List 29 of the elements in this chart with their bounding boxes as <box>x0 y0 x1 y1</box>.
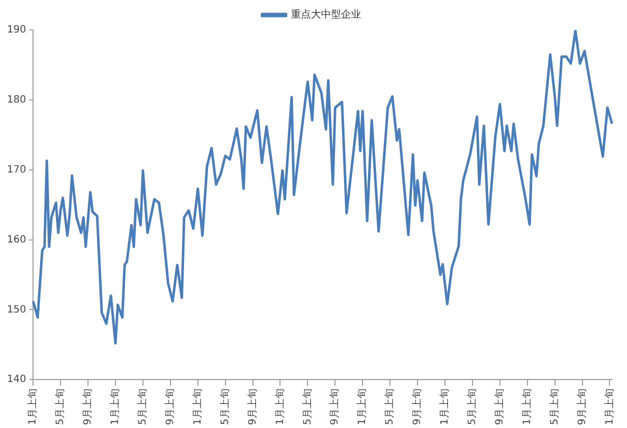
x-tick-label: 9月上旬 <box>411 388 424 426</box>
x-tick-label: 9月上旬 <box>246 388 258 426</box>
y-tick-label: 140 <box>6 374 26 386</box>
x-tick-label: 9月上旬 <box>328 388 341 426</box>
y-tick-label: 190 <box>6 24 26 36</box>
y-tick-label: 180 <box>6 94 26 106</box>
x-tick-label: 1月上旬 <box>520 388 533 426</box>
x-tick-label: 1月上旬 <box>438 388 451 426</box>
x-tick-label: 9月上旬 <box>164 388 176 426</box>
x-tick-label: 1月上旬 <box>191 388 204 426</box>
x-tick-label: 1月上旬 <box>109 388 122 426</box>
x-tick-label: 1月上旬 <box>274 388 286 426</box>
y-tick-label: 170 <box>6 164 26 176</box>
x-tick-label: 5月上旬 <box>54 388 66 426</box>
x-tick-label: 5月上旬 <box>301 388 314 426</box>
x-tick-label: 9月上旬 <box>82 388 94 426</box>
x-tick-label: 1月上旬 <box>356 388 368 426</box>
x-tick-label: 5月上旬 <box>384 388 396 426</box>
legend-label: 重点大中型企业 <box>291 8 361 21</box>
y-tick-label: 150 <box>6 304 26 316</box>
x-tick-label: 5月上旬 <box>466 388 478 426</box>
y-tick-label: 160 <box>6 234 26 246</box>
x-tick-label: 9月上旬 <box>493 388 506 426</box>
x-tick-label: 5月上旬 <box>218 388 231 426</box>
x-tick-label: 9月上旬 <box>576 388 588 426</box>
x-tick-label: 5月上旬 <box>136 388 149 426</box>
x-tick-label: 1月上旬 <box>26 388 39 426</box>
x-tick-label: 1月上旬 <box>603 388 616 426</box>
x-tick-label: 5月上旬 <box>548 388 560 426</box>
